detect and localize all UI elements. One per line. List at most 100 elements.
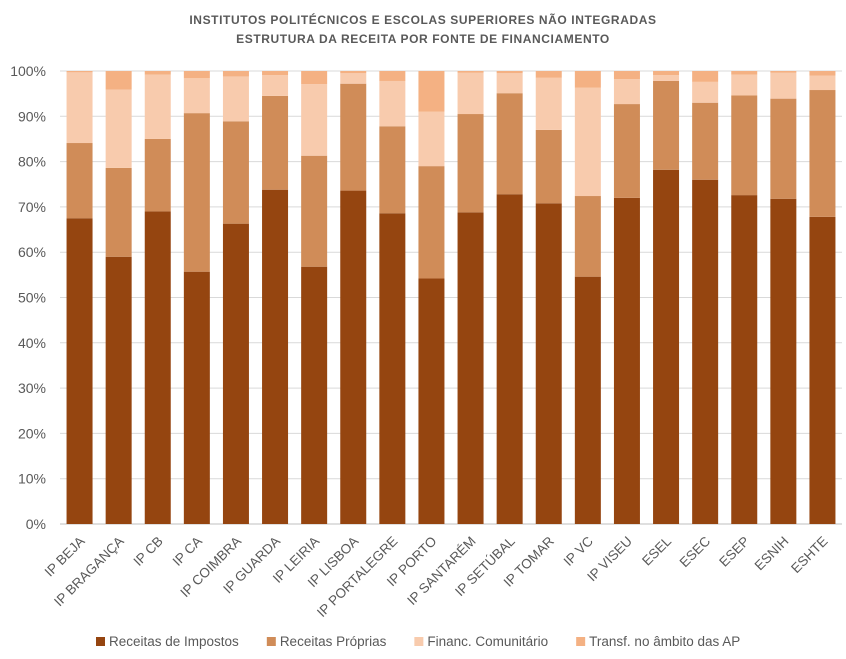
y-tick-label: 80% — [18, 154, 46, 170]
y-tick-label: 70% — [18, 199, 46, 215]
bar-segment — [731, 195, 758, 524]
bar-segment — [731, 95, 758, 196]
bar-segment — [183, 271, 210, 524]
bar-segment — [496, 73, 523, 94]
bar-segment — [105, 256, 132, 524]
bar-segment — [613, 197, 640, 524]
bar-segment — [379, 213, 406, 524]
bar-segment — [144, 211, 171, 524]
legend-swatch — [96, 637, 105, 646]
bar-segment — [66, 218, 93, 524]
bar-segment — [457, 72, 484, 115]
bar-segment — [731, 74, 758, 96]
bar-segment — [457, 212, 484, 524]
bar-segment — [457, 71, 484, 73]
bar-segment — [809, 216, 836, 524]
bar-segment — [301, 84, 328, 156]
bar-segment — [770, 72, 797, 99]
bar-segment — [144, 138, 171, 212]
bar-segment — [653, 80, 680, 170]
bar-segment — [692, 71, 719, 82]
bar-segment — [262, 189, 289, 524]
bar-segment — [535, 77, 562, 130]
bar-segment — [809, 90, 836, 217]
bar-segment — [66, 71, 93, 73]
bar-segment — [692, 81, 719, 103]
legend: Receitas de Impostos Receitas Próprias Fin… — [96, 634, 740, 649]
y-tick-label: 30% — [18, 380, 46, 396]
y-tick-label: 10% — [18, 471, 46, 487]
x-tick-label: IP CB — [131, 534, 166, 569]
bar-segment — [418, 166, 445, 279]
x-tick-label: IP VC — [561, 533, 597, 569]
bar-segment — [144, 71, 171, 75]
bar-segment — [574, 196, 601, 277]
bar-segment — [262, 95, 289, 190]
bar-segment — [809, 75, 836, 91]
bar-segment — [340, 83, 367, 191]
bar-segment — [379, 80, 406, 127]
bar-segment — [66, 72, 93, 144]
y-tick-label: 20% — [18, 425, 46, 441]
bar-segment — [301, 155, 328, 267]
legend-swatch — [576, 637, 586, 646]
legend-label: Receitas Próprias — [280, 634, 387, 649]
bar-segment — [105, 89, 132, 168]
x-tick-label: ESHTE — [788, 534, 830, 576]
bar-segment — [653, 169, 680, 524]
legend-label: Financ. Comunitário — [427, 634, 548, 649]
x-tick-label: IP BRAGANÇA — [51, 534, 127, 610]
x-tick-label: ESEC — [677, 533, 714, 570]
bar-segment — [222, 121, 249, 224]
bar-segment — [457, 114, 484, 213]
bar-segment — [692, 179, 719, 524]
bar-segment — [731, 71, 758, 75]
bar-segment — [222, 223, 249, 524]
bar-segment — [809, 71, 836, 76]
bar-segment — [613, 71, 640, 80]
x-tick-label: IP CA — [170, 534, 205, 569]
bar-segment — [183, 78, 210, 114]
bar-segment — [574, 87, 601, 197]
bar-segment — [653, 75, 680, 81]
x-tick-label: ESEL — [639, 533, 674, 568]
bar-segment — [574, 71, 601, 88]
bar-segment — [105, 71, 132, 90]
bar-segment — [301, 71, 328, 85]
bar-segment — [340, 73, 367, 84]
bar-segment — [418, 278, 445, 524]
bar-segment — [653, 71, 680, 76]
bar-segment — [535, 71, 562, 78]
bar-segment — [222, 71, 249, 77]
legend-swatch — [266, 637, 276, 646]
bar-segment — [496, 93, 523, 195]
bar-segment — [262, 71, 289, 76]
legend-label: Transf. no âmbito das AP — [589, 634, 740, 649]
bar-segment — [613, 79, 640, 105]
x-tick-label: IP SANTARÉM — [404, 534, 478, 608]
x-tick-label: ESEP — [716, 534, 752, 570]
chart-title-line-1: INSTITUTOS POLITÉCNICOS E ESCOLAS SUPERI… — [189, 12, 656, 27]
bar-segment — [340, 71, 367, 74]
y-tick-label: 90% — [18, 108, 46, 124]
bar-segment — [340, 190, 367, 525]
y-tick-label: 50% — [18, 290, 46, 306]
chart-title-line-2: ESTRUTURA DA RECEITA POR FONTE DE FINANC… — [236, 32, 610, 46]
bar-segment — [770, 198, 797, 524]
legend-label: Receitas de Impostos — [109, 634, 239, 649]
y-tick-label: 40% — [18, 335, 46, 351]
bar-segment — [262, 75, 289, 96]
bar-segment — [183, 113, 210, 272]
bar-segment — [105, 167, 132, 257]
bar-segment — [66, 143, 93, 219]
bar-segment — [574, 276, 601, 524]
bar-segment — [496, 71, 523, 74]
bar-segment — [418, 111, 445, 167]
x-tick-label: ESNIH — [752, 534, 792, 574]
bar-segment — [379, 71, 406, 81]
bar-segment — [301, 266, 328, 524]
bar-segment — [692, 102, 719, 180]
